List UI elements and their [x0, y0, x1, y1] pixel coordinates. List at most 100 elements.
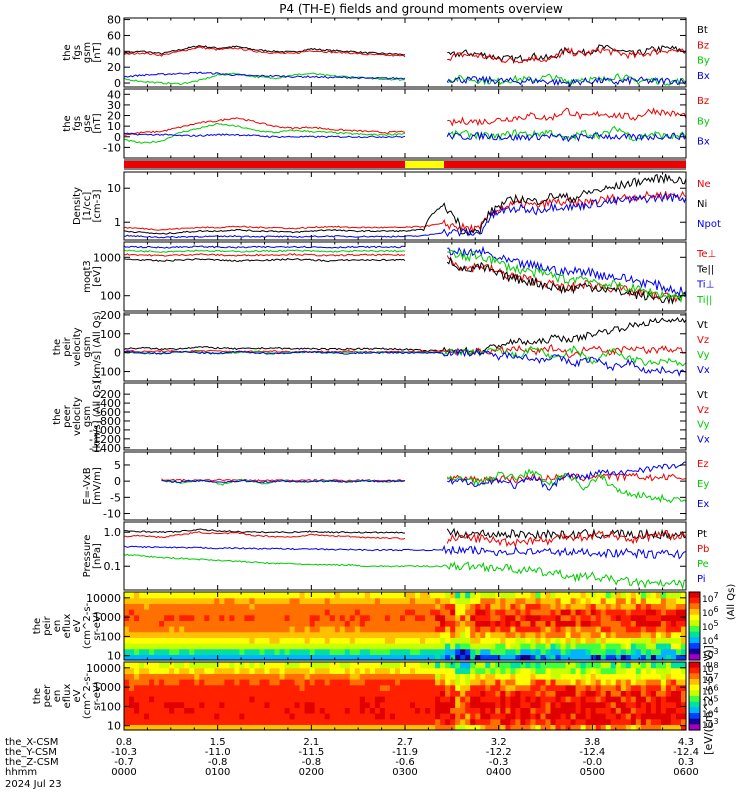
ytick-label-peer-velocity: -1000 [89, 424, 121, 437]
ytick-label-fgs-gsm: 0 [114, 77, 121, 90]
time-axis-value: -0.8 [302, 757, 322, 768]
trace-fgs-gse-Bz [447, 107, 686, 127]
ylabel-peer-en-eflux: sr-eV) [92, 681, 103, 710]
trace-fgs-gsm-Bz [447, 46, 686, 64]
time-axis-label-the_Z-CSM: the_Z-CSM [5, 757, 59, 768]
trace-pressure-Pt [446, 527, 686, 541]
frame-efield [123, 451, 687, 521]
legend-fgs-gse-By: By [697, 116, 710, 127]
mode-bar-segment [405, 161, 445, 168]
ytick-label-peer-velocity: -400 [96, 397, 121, 410]
colorbar-tick: 107 [702, 591, 719, 605]
legend-temperature-Te⊥: Te⊥ [696, 249, 716, 260]
ylabel-peir-velocity: peir [62, 336, 73, 356]
ylabel-temperature: moqt3 [82, 260, 93, 293]
ytick-label-density: 1 [114, 216, 121, 229]
legend-density-Npot: Npot [697, 219, 721, 230]
mode-bar-segment [124, 161, 405, 168]
time-axis-value: 0500 [580, 767, 605, 778]
trace-density-Ni [124, 173, 686, 236]
ylabel-temperature: [eV] [92, 266, 103, 287]
panel-peer-velocity: -1400-1200-1000-800-600-400-200 the peer ve… [52, 381, 710, 455]
time-axis-value: 0000 [111, 767, 136, 778]
ytick-label-peer-en-eflux: 10000 [86, 662, 121, 675]
figure-title: P4 (TH-E) fields and ground moments over… [279, 2, 563, 16]
spectrogram-peir-en-eflux [124, 592, 687, 661]
series-group-peir-velocity [124, 316, 686, 377]
legend-fgs-gsm-Bt: Bt [697, 25, 708, 36]
ytick-label-temperature: 100 [100, 290, 121, 303]
trace-density-Ne [124, 190, 686, 233]
legend-peer-velocity-Vz: Vz [697, 405, 709, 416]
legend-fgs-gse-Bz: Bz [697, 96, 709, 107]
legend-peer-velocity-Vy: Vy [697, 420, 710, 431]
ylabel-peer-en-eflux: the [32, 688, 43, 704]
ytick-label-efield: -5 [110, 491, 121, 504]
ytick-label-fgs-gse: 20 [107, 110, 121, 123]
trace-pressure-Pe [124, 553, 686, 590]
panel-fgs-gsm: 0 20 40 60 80 the fgs gsm [nT] Bt Bz By Bx [62, 14, 710, 90]
ylabel-peir-en-eflux: peir [42, 615, 53, 635]
ytick-label-peir-velocity: 200 [100, 309, 121, 322]
ytick-label-peir-en-eflux: 100 [100, 630, 121, 643]
trace-pressure-Pt [124, 528, 406, 534]
ylabel-efield: E=-VxB [82, 467, 93, 504]
frame-fgs-gse [123, 88, 687, 159]
time-axis-value: -0.7 [114, 757, 134, 768]
time-axis-value: -11.5 [298, 747, 324, 758]
colorbar-tick: 104 [702, 633, 719, 647]
legend-pressure-Pe: Pe [697, 559, 709, 570]
ytick-label-peer-velocity: -600 [96, 406, 121, 419]
ytick-label-fgs-gsm: 60 [107, 29, 121, 42]
time-axis-value: -11.0 [205, 747, 231, 758]
ylabel-fgs-gsm: gsm [82, 42, 93, 63]
ytick-label-pressure: 1.0 [104, 526, 122, 539]
time-axis-value: 2.7 [397, 737, 413, 748]
ylabel-fgs-gsm: the [62, 44, 73, 60]
time-axis-value: 0600 [673, 767, 698, 778]
ytick-label-peer-en-eflux: 100 [100, 700, 121, 713]
ytick-label-fgs-gsm: 40 [107, 45, 121, 58]
legend-density-Ni: Ni [697, 199, 707, 210]
legend-peir-velocity-Vz: Vz [697, 335, 709, 346]
ytick-label-peer-velocity: -1200 [89, 433, 121, 446]
trace-fgs-gsm-By [124, 72, 406, 86]
time-axis-value: -0.0 [583, 757, 603, 768]
time-axis-value: -0.6 [395, 757, 415, 768]
trace-fgs-gse-Bx [446, 130, 686, 143]
frame-density [123, 171, 687, 241]
trace-peir-velocity-Vt [124, 316, 686, 356]
legend-fgs-gsm-Bx: Bx [697, 71, 710, 82]
ytick-label-peer-en-eflux: 10 [107, 720, 121, 733]
ylabel-fgs-gsm: [nT] [92, 42, 103, 62]
ytick-label-efield: 5 [114, 459, 121, 472]
time-axis-value: 0400 [486, 767, 511, 778]
time-axis-value: -12.2 [486, 747, 512, 758]
mode-bar-segment [444, 161, 686, 168]
ytick-label-pressure: 0.1 [104, 560, 122, 573]
trace-efield-Ex [446, 461, 686, 491]
legend-peir-velocity-Vt: Vt [697, 320, 708, 331]
time-axis-label-the_X-CSM: the_X-CSM [5, 737, 58, 748]
ylabel-fgs-gsm: fgs [72, 45, 83, 60]
ytick-label-peer-velocity: -800 [96, 415, 121, 428]
ylabel-peir-velocity: the [52, 339, 63, 355]
trace-temperature-Ti|| [124, 249, 406, 253]
time-axis: the_X-CSM 0.8 1.5 2.1 2.7 3.2 3.8 4.3 the_Y-CSM -… [5, 737, 699, 790]
ylabel-peer-velocity: gsm [82, 406, 93, 427]
trace-temperature-Te|| [446, 255, 686, 305]
time-axis-value: 0100 [205, 767, 230, 778]
ytick-label-peer-velocity: -1400 [89, 442, 121, 455]
ylabel-fgs-gse: gse [82, 115, 93, 133]
panel-efield: -10 -5 0 5 E=-VxB [mV/m] Ez Ey Ex [82, 451, 709, 521]
legend-pressure-Pi: Pi [697, 574, 706, 585]
ytick-label-fgs-gse: 10 [107, 120, 121, 133]
ytick-label-density: 10 [107, 182, 121, 195]
ylabel-peer-velocity: [km/s] (All Qs) [92, 381, 103, 453]
time-axis-value: 1.5 [210, 737, 226, 748]
trace-fgs-gse-Bz [124, 117, 406, 136]
panel-peer-en-eflux: 10 100 1000 10000 the peer en eflux eV (cm^2-s-sr… [32, 661, 687, 733]
ylabel-fgs-gse: [nT] [92, 113, 103, 133]
